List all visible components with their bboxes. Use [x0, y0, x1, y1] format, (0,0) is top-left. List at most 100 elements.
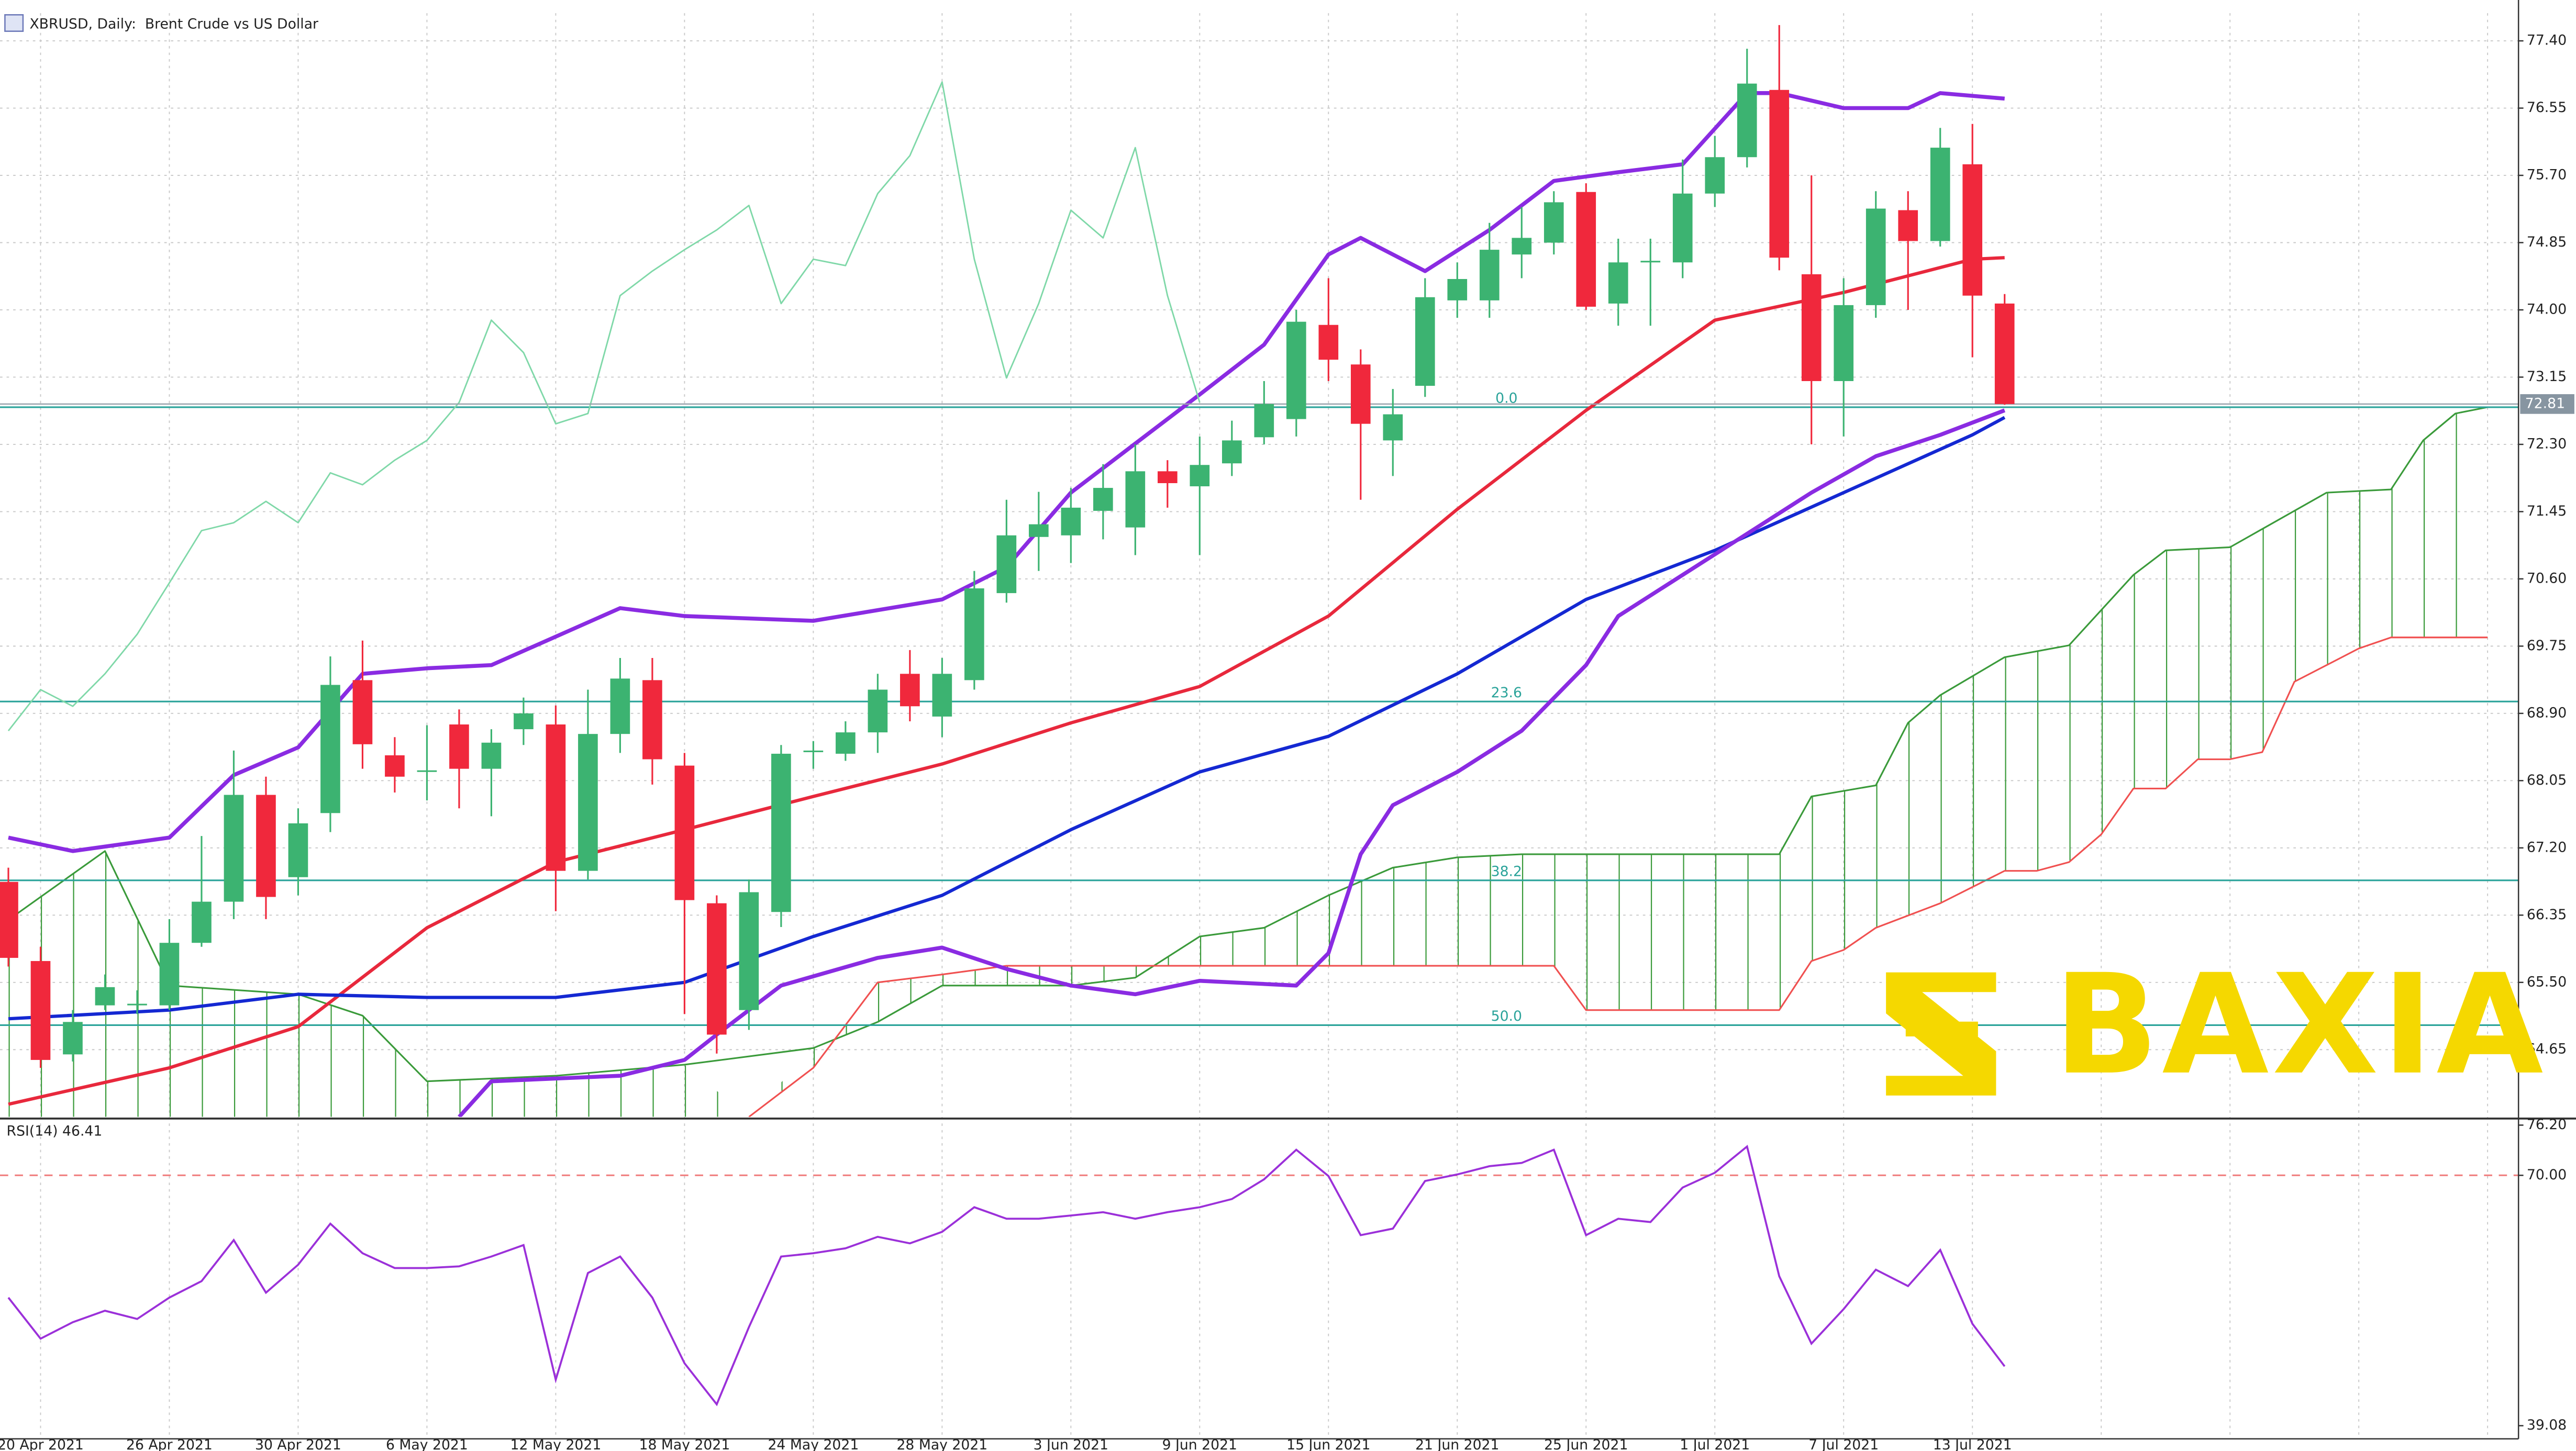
- candle-body: [868, 689, 888, 733]
- candle-body: [996, 535, 1017, 594]
- candle-body: [1994, 303, 2015, 404]
- candle-body: [1769, 90, 1790, 258]
- x-tick-label: 13 Jul 2021: [1933, 1437, 2012, 1451]
- candle-body: [1479, 250, 1500, 300]
- y-tick-label: 65.50: [2527, 974, 2567, 990]
- candle-body: [352, 680, 373, 744]
- y-tick-label: 70.60: [2527, 570, 2567, 586]
- indicator-line: [7, 81, 1201, 731]
- indicator-line: [8, 256, 2005, 1106]
- candle-body: [739, 892, 759, 1010]
- rsi-tick-label: 39.08: [2527, 1417, 2567, 1433]
- candle-body: [771, 753, 791, 912]
- y-tick-label: 68.05: [2527, 772, 2567, 788]
- candle-body: [1061, 507, 1081, 535]
- candle-body: [707, 903, 727, 1035]
- candle-body: [1898, 210, 1918, 241]
- x-tick-label: 6 May 2021: [386, 1437, 468, 1451]
- candle-body: [449, 724, 469, 769]
- candle-body: [127, 1003, 147, 1006]
- candle-body: [1383, 414, 1403, 441]
- candle-body: [1447, 279, 1468, 300]
- candle-body: [1350, 364, 1371, 424]
- x-tick-label: 25 Jun 2021: [1544, 1437, 1628, 1451]
- candle-body: [417, 770, 437, 772]
- candle-body: [1834, 305, 1854, 382]
- candle-body: [1254, 404, 1274, 438]
- candle-body: [1544, 202, 1564, 243]
- fib-label: 50.0: [1491, 1008, 1522, 1024]
- rsi-line: [7, 1144, 2006, 1407]
- y-tick-label: 69.75: [2527, 638, 2567, 654]
- candle-body: [1125, 471, 1146, 528]
- candle-body: [1029, 524, 1049, 537]
- candle-body: [159, 943, 180, 1006]
- watermark-logo: [1886, 972, 1996, 1096]
- candle-body: [932, 674, 952, 717]
- rsi-tick-label: 76.20: [2527, 1117, 2567, 1133]
- candle-body: [1962, 164, 1983, 296]
- candle-body: [836, 732, 856, 754]
- candle-body: [514, 713, 534, 730]
- candle-body: [1705, 157, 1725, 194]
- y-tick-label: 73.15: [2527, 369, 2567, 385]
- candle-body: [1576, 192, 1596, 307]
- x-tick-label: 9 Jun 2021: [1162, 1437, 1237, 1451]
- candle-body: [1286, 321, 1306, 419]
- candle-body: [1190, 465, 1210, 487]
- symbol-icon: [4, 14, 24, 32]
- y-tick-label: 75.70: [2527, 167, 2567, 183]
- candle-body: [320, 685, 340, 813]
- y-tick-label: 77.40: [2527, 32, 2567, 49]
- candle-body: [1093, 488, 1113, 511]
- x-tick-label: 1 Jul 2021: [1680, 1437, 1750, 1451]
- y-tick-label: 74.85: [2527, 234, 2567, 250]
- y-tick-label: 68.90: [2527, 705, 2567, 721]
- candle-body: [642, 680, 662, 760]
- rsi-label: RSI(14) 46.41: [7, 1123, 103, 1139]
- candle-body: [1318, 325, 1339, 360]
- candle-body: [256, 795, 276, 897]
- candle-body: [481, 742, 502, 769]
- y-tick-label: 71.45: [2527, 503, 2567, 519]
- x-tick-label: 28 May 2021: [896, 1437, 987, 1451]
- indicator-line: [458, 408, 2006, 1117]
- candle-body: [1672, 193, 1693, 263]
- candle-body: [578, 734, 598, 871]
- candle-body: [192, 901, 212, 943]
- y-tick-label: 72.30: [2527, 436, 2567, 452]
- candle-body: [1222, 440, 1242, 464]
- last-price-label: 72.81: [2525, 395, 2565, 411]
- candle-body: [224, 795, 244, 902]
- x-tick-label: 20 Apr 2021: [0, 1437, 84, 1451]
- candle-body: [95, 987, 115, 1006]
- candle-body: [0, 881, 18, 958]
- candle-body: [1158, 471, 1178, 483]
- candle-body: [1608, 262, 1628, 304]
- candle-body: [803, 750, 824, 752]
- candle-body: [1737, 83, 1757, 158]
- candle-body: [610, 678, 630, 734]
- y-tick-label: 67.20: [2527, 839, 2567, 855]
- candle-body: [546, 724, 566, 871]
- candle-body: [964, 588, 984, 680]
- candle-body: [1801, 274, 1822, 382]
- candle-body: [1640, 261, 1661, 263]
- x-tick-label: 30 Apr 2021: [255, 1437, 341, 1451]
- candle-body: [30, 961, 51, 1060]
- ichimoku-cloud: [749, 407, 2488, 1117]
- x-tick-label: 12 May 2021: [510, 1437, 602, 1451]
- y-tick-label: 76.55: [2527, 99, 2567, 116]
- fib-label: 38.2: [1491, 864, 1522, 880]
- span-b-line: [748, 637, 2488, 1117]
- candle-body: [674, 765, 695, 900]
- candle-body: [900, 674, 920, 707]
- y-tick-label: 64.65: [2527, 1041, 2567, 1057]
- candle-body: [1415, 297, 1435, 386]
- candle-body: [1512, 238, 1532, 255]
- indicator-line: [8, 416, 2006, 1021]
- candle-body: [288, 823, 308, 877]
- ichimoku-cloud: [8, 851, 749, 1117]
- candle-body: [1866, 208, 1886, 305]
- candle-body: [1930, 148, 1950, 241]
